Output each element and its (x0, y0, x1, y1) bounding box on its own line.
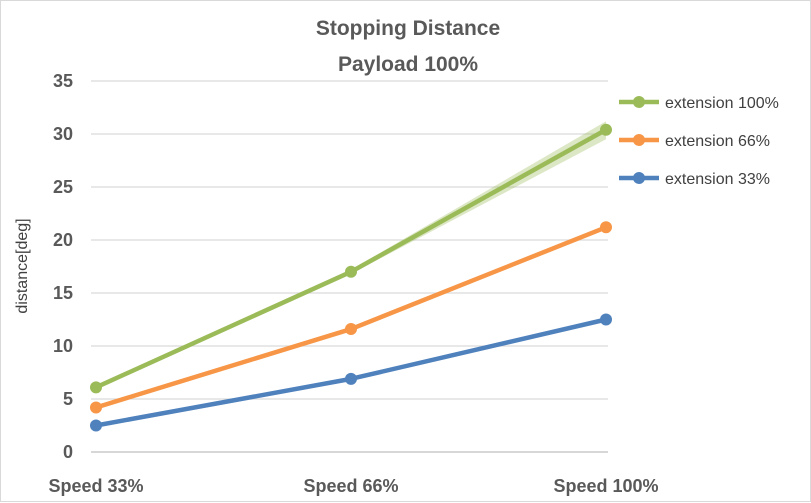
chart-title: Stopping Distance (316, 17, 500, 40)
error-band (96, 121, 606, 390)
y-tick-label: 25 (53, 177, 73, 197)
legend-marker (633, 134, 645, 146)
y-tick-label: 15 (53, 283, 73, 303)
chart-subtitle: Payload 100% (338, 53, 478, 76)
legend-label: extension 66% (665, 133, 770, 150)
legend-marker (633, 96, 645, 108)
y-axis-label: distance[deg] (14, 218, 31, 313)
data-point (600, 313, 612, 326)
y-tick-label: 35 (53, 71, 73, 91)
data-point (345, 372, 357, 385)
x-tick-label: Speed 33% (48, 476, 143, 496)
data-point (345, 265, 357, 278)
y-tick-label: 10 (53, 336, 73, 356)
data-point (90, 419, 102, 432)
legend-marker (633, 172, 645, 184)
x-tick-label: Speed 66% (303, 476, 398, 496)
data-point (90, 401, 102, 414)
data-point (90, 381, 102, 394)
data-point (600, 123, 612, 136)
y-tick-label: 20 (53, 230, 73, 250)
legend-label: extension 100% (665, 95, 779, 112)
series-line (95, 317, 607, 428)
x-tick-label: Speed 100% (553, 476, 658, 496)
y-tick-label: 0 (63, 442, 73, 462)
data-point (345, 323, 357, 336)
data-point (600, 221, 612, 234)
y-tick-label: 30 (53, 124, 73, 144)
y-tick-label: 5 (63, 389, 73, 409)
legend-label: extension 33% (665, 171, 770, 188)
